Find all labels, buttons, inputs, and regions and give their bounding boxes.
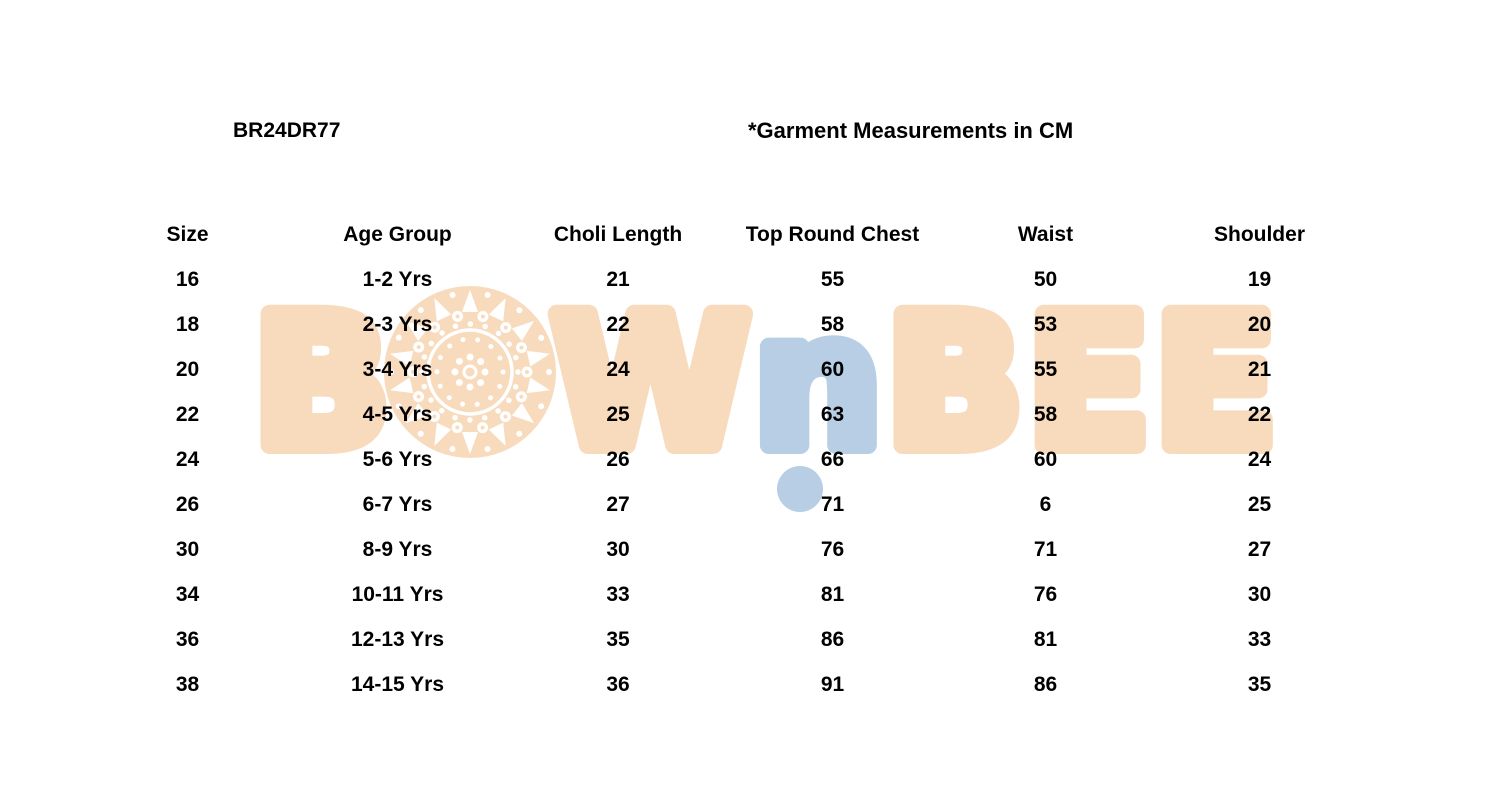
table-cell: 25 bbox=[1247, 492, 1272, 516]
table-cell: 24 bbox=[175, 447, 200, 471]
table-cell: 10-11 Yrs bbox=[351, 582, 444, 606]
table-cell: 3-4 Yrs bbox=[362, 357, 433, 381]
table-row: 38 14-15 Yrs 36 91 86 35 bbox=[90, 662, 1367, 707]
table-cell: 24 bbox=[606, 357, 630, 381]
column-header: Age Group bbox=[343, 222, 452, 246]
table-cell: 86 bbox=[1033, 672, 1058, 696]
table-cell: 1-2 Yrs bbox=[362, 267, 433, 291]
table-cell: 16 bbox=[175, 267, 200, 291]
table-cell: 81 bbox=[820, 582, 845, 606]
table-cell: 33 bbox=[1247, 627, 1272, 651]
table-row: 22 4-5 Yrs 25 63 58 22 bbox=[90, 392, 1367, 437]
table-row: 16 1-2 Yrs 21 55 50 19 bbox=[90, 257, 1367, 302]
table-cell: 30 bbox=[1247, 582, 1272, 606]
table-cell: 22 bbox=[1247, 402, 1272, 426]
table-cell: 53 bbox=[1033, 312, 1058, 336]
table-cell: 66 bbox=[820, 447, 845, 471]
table-cell: 26 bbox=[175, 492, 200, 516]
table-cell: 76 bbox=[820, 537, 845, 561]
table-cell: 36 bbox=[175, 627, 200, 651]
table-cell: 55 bbox=[1033, 357, 1058, 381]
table-cell: 71 bbox=[820, 492, 845, 516]
column-header: Top Round Chest bbox=[745, 222, 920, 246]
table-cell: 4-5 Yrs bbox=[362, 402, 433, 426]
table-cell: 18 bbox=[175, 312, 200, 336]
table-cell: 71 bbox=[1033, 537, 1058, 561]
table-cell: 60 bbox=[820, 357, 845, 381]
table-cell: 63 bbox=[820, 402, 845, 426]
table-row: 36 12-13 Yrs 35 86 81 33 bbox=[90, 617, 1367, 662]
table-cell: 38 bbox=[175, 672, 200, 696]
table-row: 24 5-6 Yrs 26 66 60 24 bbox=[90, 437, 1367, 482]
table-cell: 25 bbox=[606, 402, 630, 426]
table-cell: 34 bbox=[175, 582, 200, 606]
size-chart-table: Size Age Group Choli Length Top Round Chest… bbox=[90, 212, 1367, 707]
table-row: 20 3-4 Yrs 24 60 55 21 bbox=[90, 347, 1367, 392]
table-cell: 2-3 Yrs bbox=[362, 312, 433, 336]
table-cell: 58 bbox=[820, 312, 845, 336]
table-cell: 8-9 Yrs bbox=[362, 537, 433, 561]
table-cell: 26 bbox=[606, 447, 630, 471]
product-code: BR24DR77 bbox=[233, 119, 341, 142]
table-cell: 21 bbox=[1247, 357, 1272, 381]
table-cell: 21 bbox=[606, 267, 630, 291]
table-cell: 27 bbox=[1247, 537, 1272, 561]
table-cell: 81 bbox=[1033, 627, 1058, 651]
measurement-note: *Garment Measurements in CM bbox=[748, 118, 1074, 143]
table-row: 26 6-7 Yrs 27 71 6 25 bbox=[90, 482, 1367, 527]
table-cell: 22 bbox=[606, 312, 630, 336]
table-row: 18 2-3 Yrs 22 58 53 20 bbox=[90, 302, 1367, 347]
header-row: Size Age Group Choli Length Top Round Chest… bbox=[90, 212, 1367, 257]
table-cell: 19 bbox=[1247, 267, 1272, 291]
column-header: Waist bbox=[1017, 222, 1074, 246]
table-cell: 20 bbox=[1247, 312, 1272, 336]
column-header: Size bbox=[166, 222, 209, 246]
table-cell: 33 bbox=[606, 582, 630, 606]
table-row: 34 10-11 Yrs 33 81 76 30 bbox=[90, 572, 1367, 617]
table-cell: 14-15 Yrs bbox=[350, 672, 445, 696]
watermark-n-dot bbox=[777, 466, 823, 512]
table-cell: 22 bbox=[175, 402, 200, 426]
watermark-mandala-icon bbox=[384, 286, 556, 458]
table-cell: 5-6 Yrs bbox=[362, 447, 433, 471]
table-cell: 50 bbox=[1033, 267, 1058, 291]
table-cell: 30 bbox=[606, 537, 630, 561]
column-header: Choli Length bbox=[553, 222, 683, 246]
column-header: Shoulder bbox=[1213, 222, 1305, 246]
table-row: 30 8-9 Yrs 30 76 71 27 bbox=[90, 527, 1367, 572]
table-cell: 55 bbox=[820, 267, 845, 291]
mandala-spike-ring bbox=[390, 290, 550, 454]
table-cell: 91 bbox=[820, 672, 845, 696]
table-cell: 60 bbox=[1033, 447, 1058, 471]
table-cell: 20 bbox=[175, 357, 200, 381]
table-cell: 36 bbox=[606, 672, 630, 696]
table-cell: 6-7 Yrs bbox=[362, 492, 433, 516]
table-cell: 35 bbox=[1247, 672, 1272, 696]
table-cell: 6 bbox=[1039, 492, 1052, 516]
table-cell: 27 bbox=[606, 492, 630, 516]
watermark-text-n: n bbox=[754, 279, 886, 488]
table-cell: 76 bbox=[1033, 582, 1058, 606]
table-cell: 30 bbox=[175, 537, 200, 561]
table-cell: 12-13 Yrs bbox=[350, 627, 445, 651]
watermark-text-bee: BEE bbox=[886, 279, 1281, 488]
table-cell: 35 bbox=[606, 627, 630, 651]
table-cell: 24 bbox=[1247, 447, 1272, 471]
table-cell: 86 bbox=[820, 627, 845, 651]
table-cell: 58 bbox=[1033, 402, 1058, 426]
